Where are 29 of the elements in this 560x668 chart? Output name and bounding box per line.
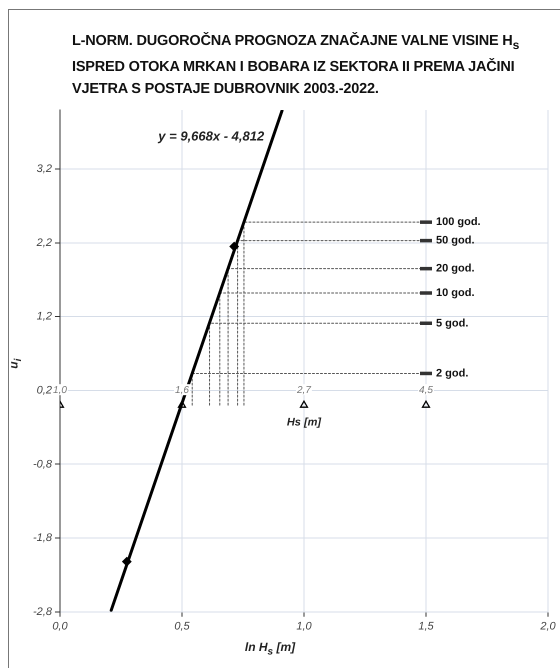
point (178, 400, 186, 408)
x2-axis-title: Hs [m] (286, 416, 322, 429)
series-label: 5 god. (436, 317, 468, 330)
x-tick-label: 0,5 (174, 620, 190, 632)
x-tick-label: 0,0 (52, 620, 68, 632)
series-label: 10 god. (436, 287, 475, 300)
series-label: 20 god. (436, 262, 475, 275)
x-axis-title: ln H$_{s}$ [m] (244, 640, 296, 658)
y-tick-label: -1,8 (32, 532, 53, 544)
y-tick-label: -0,8 (32, 458, 53, 470)
x-tick-label: 1,5 (418, 620, 435, 632)
x-tick-label: 2,0 (539, 620, 557, 632)
chart-title: L-NORM. DUGOROČNA PROGNOZA ZNAČAJNE VALNE VISINE H$_{s}$ ISPRED OTOKA MRKAN I BOBARA IZ SEKTORA II PREMA JAČINI VJETRA S POSTAJE DUBROVNIK 2003.-2022. (72, 31, 520, 99)
series-label: 50 god. (436, 234, 475, 247)
series-label: 2 god. (436, 367, 468, 380)
y-tick-label: -2,8 (32, 606, 53, 618)
y-tick-label: 2,2 (36, 236, 52, 249)
x-tick-label: 1,0 (296, 620, 313, 632)
point (422, 400, 430, 408)
x2-tick-label: 1,0 (53, 384, 68, 396)
series-label: 100 god. (436, 216, 481, 228)
point (300, 400, 308, 408)
y-tick-label: 1,2 (36, 310, 52, 323)
annotation: y = 9,668x - 4,812 (157, 128, 265, 144)
x2-tick-label: 2,7 (296, 384, 312, 396)
x2-tick-label: 1,6 (175, 384, 190, 396)
y-tick-label: 0,2 (36, 384, 52, 396)
x2-tick-label: 4,5 (419, 384, 434, 396)
y-tick-label: 3,2 (36, 163, 52, 176)
